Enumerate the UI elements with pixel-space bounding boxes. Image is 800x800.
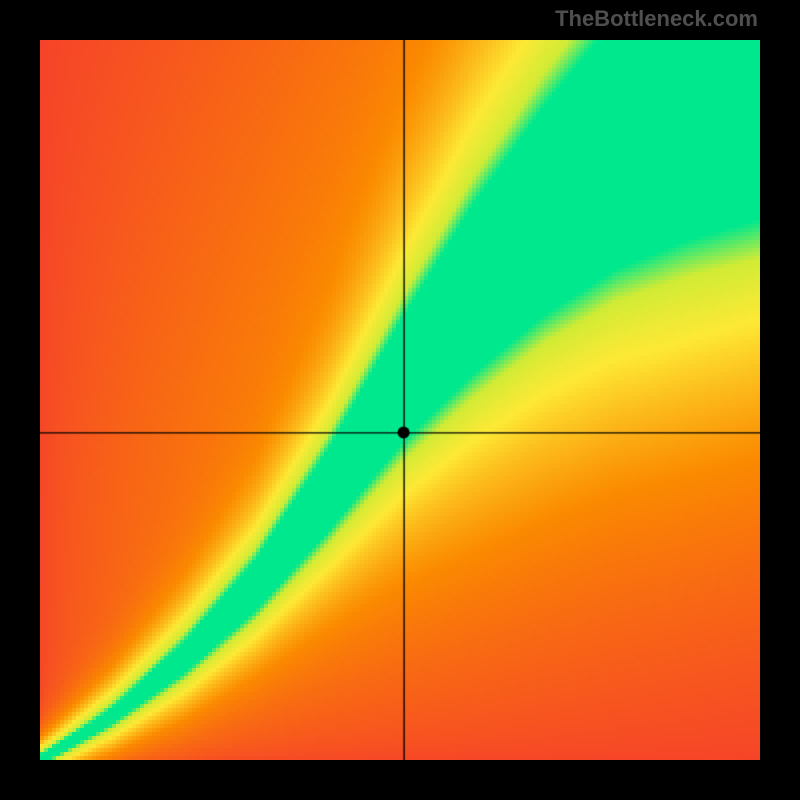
watermark-text: TheBottleneck.com: [555, 6, 758, 32]
chart-container: TheBottleneck.com: [0, 0, 800, 800]
bottleneck-heatmap: [40, 40, 760, 760]
